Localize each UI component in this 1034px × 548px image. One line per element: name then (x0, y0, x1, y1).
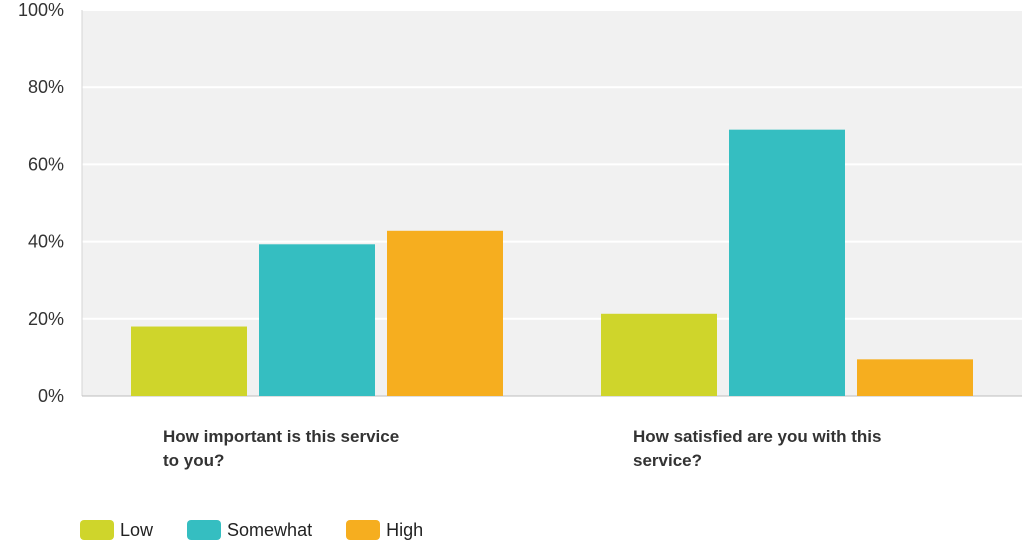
bar-somewhat-satisfied (729, 129, 845, 396)
legend-item-somewhat[interactable]: Somewhat (187, 520, 312, 541)
y-tick-label: 20% (28, 309, 64, 329)
bar-low-satisfied (601, 313, 717, 396)
bar-high-satisfied (857, 359, 973, 396)
legend-swatch-high (346, 520, 381, 540)
category-label-line: service? (633, 451, 702, 470)
legend-swatch-somewhat (187, 520, 222, 540)
legend-label-high: High (386, 519, 424, 540)
category-label-line: How important is this service (163, 427, 399, 446)
legend-item-high[interactable]: High (346, 520, 423, 541)
legend-label-low: Low (120, 519, 154, 540)
legend-item-low[interactable]: Low (80, 520, 153, 541)
category-label: How satisfied are you with this service? (633, 427, 881, 470)
y-tick-label: 80% (28, 77, 64, 97)
legend-swatch-low (80, 520, 114, 540)
legend: Low Somewhat High (80, 517, 457, 543)
y-tick-label: 60% (28, 154, 64, 174)
bar-somewhat-important (259, 244, 375, 396)
category-label-line: How satisfied are you with this (633, 427, 881, 446)
bar-high-important (387, 230, 503, 396)
category-label-line: to you? (163, 451, 224, 470)
bar-low-important (131, 326, 247, 396)
category-label: How important is this service to you? (163, 427, 399, 470)
y-tick-label: 0% (38, 386, 64, 406)
y-tick-label: 100% (18, 0, 64, 20)
legend-label-somewhat: Somewhat (227, 519, 313, 540)
y-tick-label: 40% (28, 232, 64, 252)
